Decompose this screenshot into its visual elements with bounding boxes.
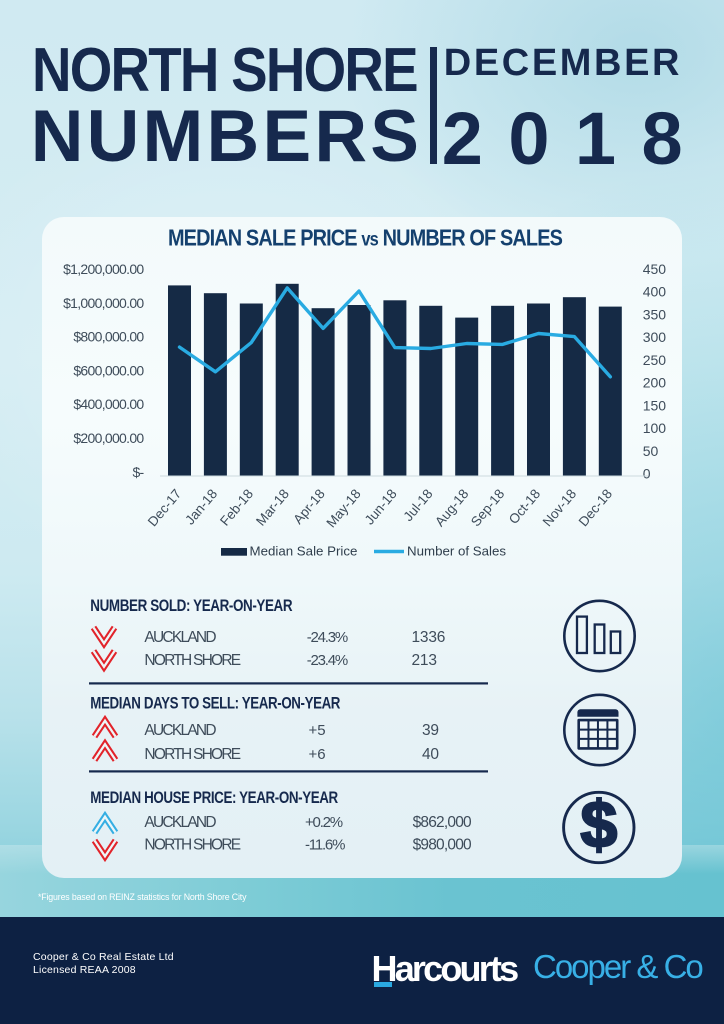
svg-text:NUMBER SOLD: YEAR-ON-YEAR: NUMBER SOLD: YEAR-ON-YEAR xyxy=(90,597,292,616)
svg-text:-23.4%: -23.4% xyxy=(307,652,348,669)
svg-text:+0.2%: +0.2% xyxy=(305,814,343,831)
svg-text:Nov-18: Nov-18 xyxy=(540,486,579,529)
svg-text:1336: 1336 xyxy=(412,629,446,646)
svg-text:+6: +6 xyxy=(309,746,326,763)
svg-text:Jun-18: Jun-18 xyxy=(362,486,400,527)
svg-text:-11.6%: -11.6% xyxy=(305,836,345,853)
svg-text:300: 300 xyxy=(643,329,667,345)
svg-text:200: 200 xyxy=(643,375,667,391)
svg-text:$-: $- xyxy=(132,464,144,480)
svg-text:NORTH SHORE: NORTH SHORE xyxy=(144,836,240,853)
svg-text:+5: +5 xyxy=(309,722,326,739)
svg-text:May-18: May-18 xyxy=(323,486,363,530)
svg-text:250: 250 xyxy=(643,352,667,368)
svg-text:Dec-18: Dec-18 xyxy=(576,486,615,529)
svg-text:Jul-18: Jul-18 xyxy=(400,486,435,524)
svg-text:AUCKLAND: AUCKLAND xyxy=(144,814,216,831)
svg-text:Number of Sales: Number of Sales xyxy=(407,544,506,559)
svg-text:150: 150 xyxy=(643,397,667,413)
svg-text:NORTH SHORE: NORTH SHORE xyxy=(144,746,240,763)
svg-text:350: 350 xyxy=(643,306,667,322)
svg-text:AUCKLAND: AUCKLAND xyxy=(144,629,216,646)
svg-text:$400,000.00: $400,000.00 xyxy=(73,396,144,412)
svg-text:MEDIAN HOUSE PRICE: YEAR-ON-YE: MEDIAN HOUSE PRICE: YEAR-ON-YEAR xyxy=(90,789,338,808)
svg-text:$1,000,000.00: $1,000,000.00 xyxy=(63,295,144,311)
svg-text:Mar-18: Mar-18 xyxy=(253,486,292,528)
svg-text:MEDIAN DAYS TO SELL: YEAR-ON-Y: MEDIAN DAYS TO SELL: YEAR-ON-YEAR xyxy=(90,694,340,713)
svg-text:400: 400 xyxy=(643,284,667,300)
svg-text:50: 50 xyxy=(643,443,659,459)
svg-text:NORTH SHORE: NORTH SHORE xyxy=(144,652,240,669)
svg-text:$862,000: $862,000 xyxy=(413,814,472,831)
svg-text:213: 213 xyxy=(412,652,437,669)
svg-text:MEDIAN SALE PRICE vs NUMBER OF: MEDIAN SALE PRICE vs NUMBER OF SALES xyxy=(168,225,563,251)
svg-text:-24.3%: -24.3% xyxy=(307,629,348,646)
svg-text:$: $ xyxy=(580,787,617,861)
svg-text:Sep-18: Sep-18 xyxy=(468,486,507,529)
svg-text:100: 100 xyxy=(643,420,667,436)
svg-text:AUCKLAND: AUCKLAND xyxy=(144,722,216,739)
svg-text:Median Sale Price: Median Sale Price xyxy=(250,544,358,559)
svg-text:Oct-18: Oct-18 xyxy=(506,486,544,527)
svg-text:0: 0 xyxy=(643,466,651,482)
svg-text:39: 39 xyxy=(422,722,439,739)
svg-text:40: 40 xyxy=(422,746,439,763)
svg-text:Feb-18: Feb-18 xyxy=(217,486,256,528)
svg-text:$1,200,000.00: $1,200,000.00 xyxy=(63,261,144,277)
svg-text:$980,000: $980,000 xyxy=(413,836,472,853)
svg-text:Jan-18: Jan-18 xyxy=(182,486,220,527)
svg-text:Aug-18: Aug-18 xyxy=(432,486,471,529)
svg-text:$200,000.00: $200,000.00 xyxy=(73,430,144,446)
svg-text:450: 450 xyxy=(643,261,667,277)
svg-text:Dec-17: Dec-17 xyxy=(145,486,184,529)
svg-text:$800,000.00: $800,000.00 xyxy=(73,329,144,345)
svg-text:$600,000.00: $600,000.00 xyxy=(73,362,144,378)
